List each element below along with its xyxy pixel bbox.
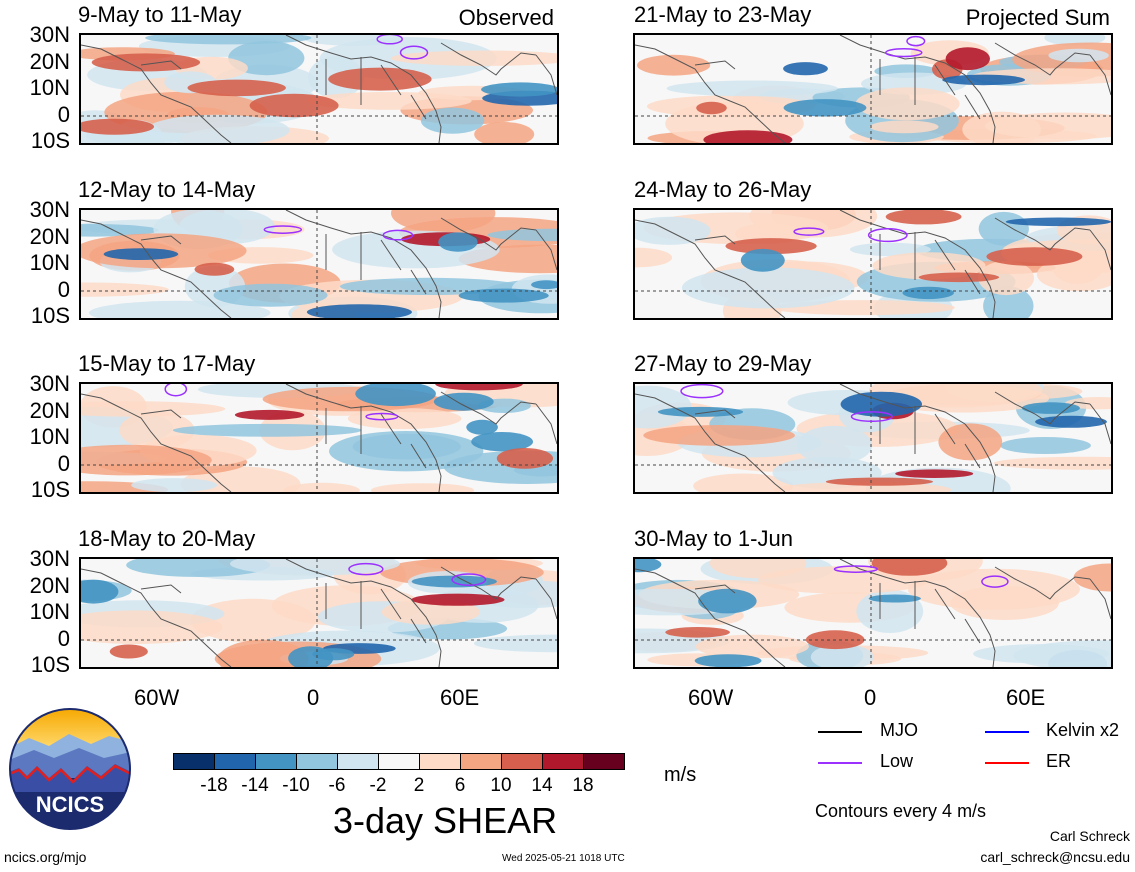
colorbar-swatch — [542, 753, 584, 770]
lon-label: 0 — [307, 685, 320, 710]
panel-title: 24-May to 26-May — [634, 177, 812, 202]
shear-map — [633, 382, 1113, 494]
logo-text: NCICS — [36, 792, 104, 817]
shear-map — [633, 557, 1113, 669]
contour-note: Contours every 4 m/s — [815, 801, 987, 821]
footer-url: ncics.org/mjo — [4, 849, 87, 865]
footer-author: Carl Schreck — [1049, 828, 1130, 844]
colorbar-swatch — [419, 753, 461, 770]
lat-label: 0 — [57, 101, 70, 127]
lat-label: 30N — [29, 546, 70, 571]
colorbar-tick-label: 6 — [454, 775, 466, 796]
shear-map — [79, 382, 559, 494]
footer-email: carl_schreck@ncsu.edu — [980, 849, 1130, 865]
colorbar-tick-label: 18 — [572, 775, 594, 796]
colorbar-swatch — [255, 753, 297, 770]
panel-title: 12-May to 14-May — [78, 177, 256, 202]
lat-label: 10S — [30, 652, 70, 677]
shear-map — [79, 33, 559, 145]
lat-label: 10N — [29, 599, 70, 624]
lat-label: 10S — [30, 303, 70, 328]
legend-label-mjo: MJO — [880, 720, 918, 740]
colorbar-swatch — [501, 753, 543, 770]
shear-map — [79, 557, 559, 669]
colorbar-tick-label: -2 — [369, 775, 387, 796]
legend-line-mjo — [818, 731, 862, 733]
colorbar-tick-label: -6 — [328, 775, 346, 796]
colorbar-swatch — [337, 753, 379, 770]
lon-label: 60E — [440, 685, 480, 710]
lat-label: 0 — [57, 625, 70, 651]
lat-label: 20N — [29, 223, 70, 249]
legend-label-kelvin: Kelvin x2 — [1046, 720, 1120, 740]
shear-map — [633, 33, 1113, 145]
colorbar-swatch — [173, 753, 215, 770]
legend-line-kelvin — [985, 731, 1029, 733]
colorbar-tick-label: -14 — [241, 775, 269, 796]
lon-label: 60W — [134, 685, 180, 710]
colorbar-tick-label: 2 — [413, 775, 425, 796]
lat-label: 30N — [29, 22, 70, 47]
lat-label: 20N — [29, 48, 70, 74]
colorbar-swatch — [460, 753, 502, 770]
panel-title: 18-May to 20-May — [78, 526, 256, 551]
panel-title: 15-May to 17-May — [78, 351, 256, 376]
panel-tag: Observed — [458, 5, 554, 30]
lat-label: 0 — [57, 276, 70, 302]
legend-line-low — [818, 762, 862, 764]
shear-map — [633, 208, 1113, 320]
panel-tag: Projected Sum — [965, 5, 1110, 30]
lat-label: 20N — [29, 397, 70, 423]
colorbar-tick-label: -18 — [200, 775, 228, 796]
colorbar-unit: m/s — [664, 764, 697, 786]
legend-label-er: ER — [1046, 751, 1072, 771]
colorbar-swatch — [214, 753, 256, 770]
lon-label: 60W — [688, 685, 734, 710]
lat-label: 10N — [29, 75, 70, 100]
footer-timestamp: Wed 2025-05-21 1018 UTC — [502, 853, 625, 864]
lat-label: 10S — [30, 128, 70, 153]
legend-label-low: Low — [880, 751, 914, 771]
colorbar-swatch — [296, 753, 338, 770]
ncics-logo: NCICS — [9, 708, 131, 830]
panel-title: 21-May to 23-May — [634, 2, 812, 27]
panel-title: 9-May to 11-May — [78, 2, 242, 27]
lat-label: 0 — [57, 450, 70, 476]
lon-label: 60E — [1006, 685, 1046, 710]
colorbar-tick-label: -10 — [282, 775, 310, 796]
shear-map — [79, 208, 559, 320]
colorbar-swatch — [583, 753, 625, 770]
legend-line-er — [985, 762, 1029, 764]
lat-label: 10N — [29, 250, 70, 275]
colorbar-swatch — [378, 753, 420, 770]
lat-label: 30N — [29, 371, 70, 396]
colorbar-tick-label: 14 — [531, 775, 553, 796]
colorbar-tick-label: 10 — [490, 775, 512, 796]
panel-title: 27-May to 29-May — [634, 351, 812, 376]
lat-label: 10N — [29, 424, 70, 449]
lon-label: 0 — [864, 685, 877, 710]
colorbar-title: 3-day SHEAR — [333, 800, 558, 841]
lat-label: 30N — [29, 197, 70, 222]
lat-label: 10S — [30, 477, 70, 502]
lat-label: 20N — [29, 572, 70, 598]
panel-title: 30-May to 1-Jun — [634, 526, 793, 551]
